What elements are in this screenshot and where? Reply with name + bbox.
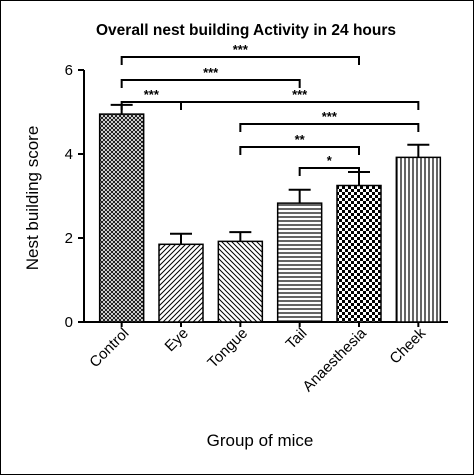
bar-control (98, 113, 145, 323)
bars (98, 113, 442, 323)
axes (83, 70, 448, 323)
x-axis-label: Group of mice (207, 431, 314, 450)
significance-bracket (239, 123, 420, 132)
x-tick-label-cheek: Cheek (386, 324, 429, 367)
bar-anaesthesia (336, 184, 382, 323)
bar-cheek (395, 156, 442, 323)
y-tick-label: 0 (65, 314, 73, 331)
significance-bracket (239, 146, 360, 155)
x-tick-label-anaesthesia: Anaesthesia (299, 324, 370, 395)
bar-tongue (217, 240, 264, 323)
x-tick-label-tongue: Tongue (204, 325, 251, 372)
significance-label: *** (233, 42, 249, 57)
y-ticks: 0 2 4 6 (65, 62, 84, 331)
y-tick-label: 4 (65, 146, 73, 163)
significance-label: *** (322, 109, 338, 124)
error-bars (110, 103, 430, 245)
x-tick-label-eye: Eye (162, 325, 192, 355)
x-tick-label-tail: Tail (283, 325, 311, 353)
bar-eye (158, 243, 204, 323)
significance-bracket (120, 56, 360, 65)
bar-tail (276, 202, 323, 323)
significance-bracket (298, 167, 360, 176)
significance-bracket (120, 101, 182, 110)
chart-title: Overall nest building Activity in 24 hou… (96, 22, 396, 39)
y-tick-label: 6 (65, 62, 73, 79)
significance-label: * (327, 153, 333, 168)
y-axis-label: Nest building score (23, 126, 42, 271)
significance-label: *** (203, 65, 219, 80)
significance-bracket (180, 101, 420, 110)
significance-label: *** (292, 87, 308, 102)
significance-bracket (120, 79, 301, 88)
significance-label: ** (295, 132, 306, 147)
significance-label: *** (144, 87, 160, 102)
significance-brackets: ****************** (120, 42, 420, 176)
y-tick-label: 2 (65, 230, 73, 247)
x-tick-label-control: Control (86, 325, 132, 371)
